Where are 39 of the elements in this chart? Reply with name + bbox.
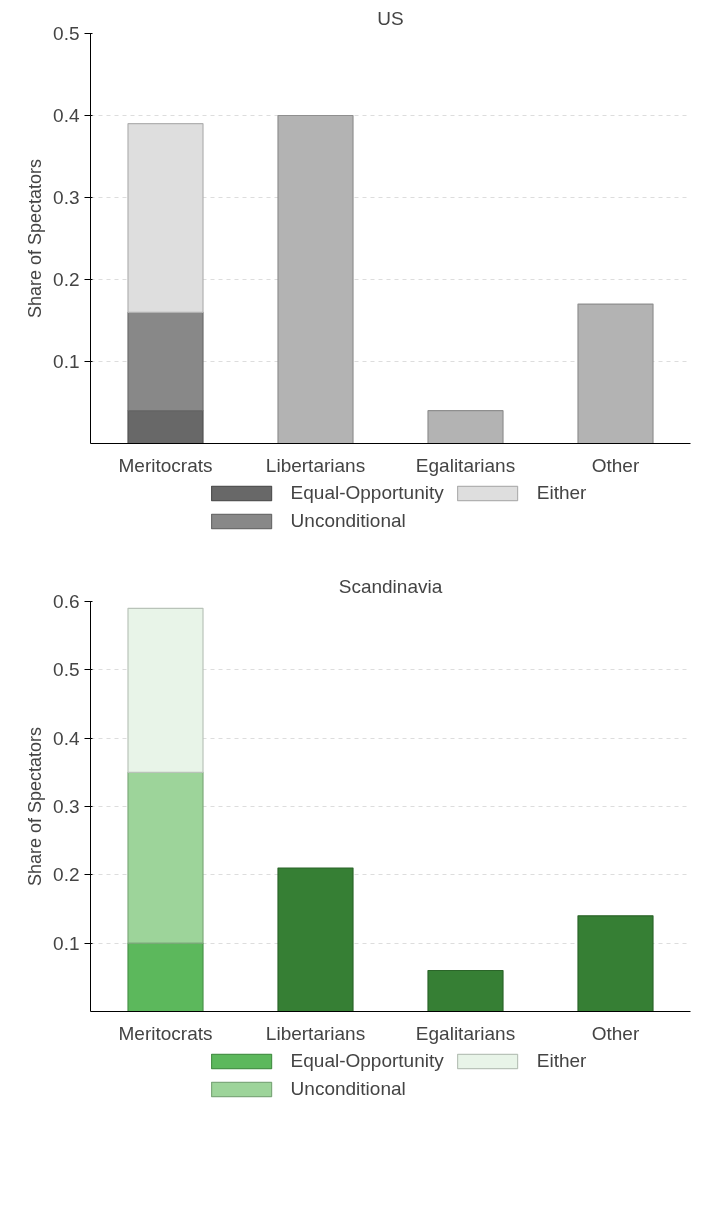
legend-label: Equal-Opportunity	[290, 482, 444, 504]
y-tick-label: 0.3	[53, 796, 80, 817]
x-tick-label: Meritocrats	[118, 1022, 213, 1044]
legend-label: Equal-Opportunity	[290, 1050, 444, 1072]
legend-label: Unconditional	[290, 510, 406, 532]
bar	[277, 114, 354, 444]
y-tick-label: 0.3	[53, 187, 80, 208]
y-tick-label: 0.4	[53, 727, 80, 749]
x-tick-label: Meritocrats	[118, 454, 213, 476]
chart-title: Scandinavia	[338, 575, 443, 597]
x-tick-label: Other	[591, 454, 640, 476]
y-tick-label: 0.1	[53, 932, 80, 954]
y-tick-label: 0.2	[53, 864, 80, 886]
bar	[277, 867, 354, 1012]
bar	[577, 915, 654, 1012]
y-axis-title: Share of Spectators	[25, 158, 46, 319]
y-tick-label: 0.4	[53, 105, 80, 126]
x-tick-label: Libertarians	[265, 1022, 366, 1044]
bar	[127, 607, 204, 773]
bar	[127, 942, 204, 1012]
y-axis-title: Share of Spectators	[25, 726, 46, 887]
x-tick-label: Egalitarians	[415, 1022, 516, 1044]
chart-title: US	[377, 7, 404, 29]
x-tick-label: Other	[591, 1022, 640, 1044]
legend-label: Either	[536, 1050, 587, 1072]
bar	[127, 123, 204, 313]
legend-label: Unconditional	[290, 1078, 406, 1100]
x-tick-label: Libertarians	[265, 454, 366, 476]
y-tick-label: 0.2	[53, 269, 80, 290]
y-tick-label: 0.6	[53, 591, 80, 612]
y-tick-label: 0.1	[53, 351, 80, 372]
bar	[127, 771, 204, 944]
x-tick-label: Egalitarians	[415, 454, 516, 476]
bar	[427, 410, 504, 444]
legend-label: Either	[536, 482, 587, 504]
bar	[427, 969, 504, 1012]
y-tick-label: 0.5	[53, 659, 80, 681]
bar	[577, 303, 654, 444]
y-tick-label: 0.5	[53, 23, 80, 44]
